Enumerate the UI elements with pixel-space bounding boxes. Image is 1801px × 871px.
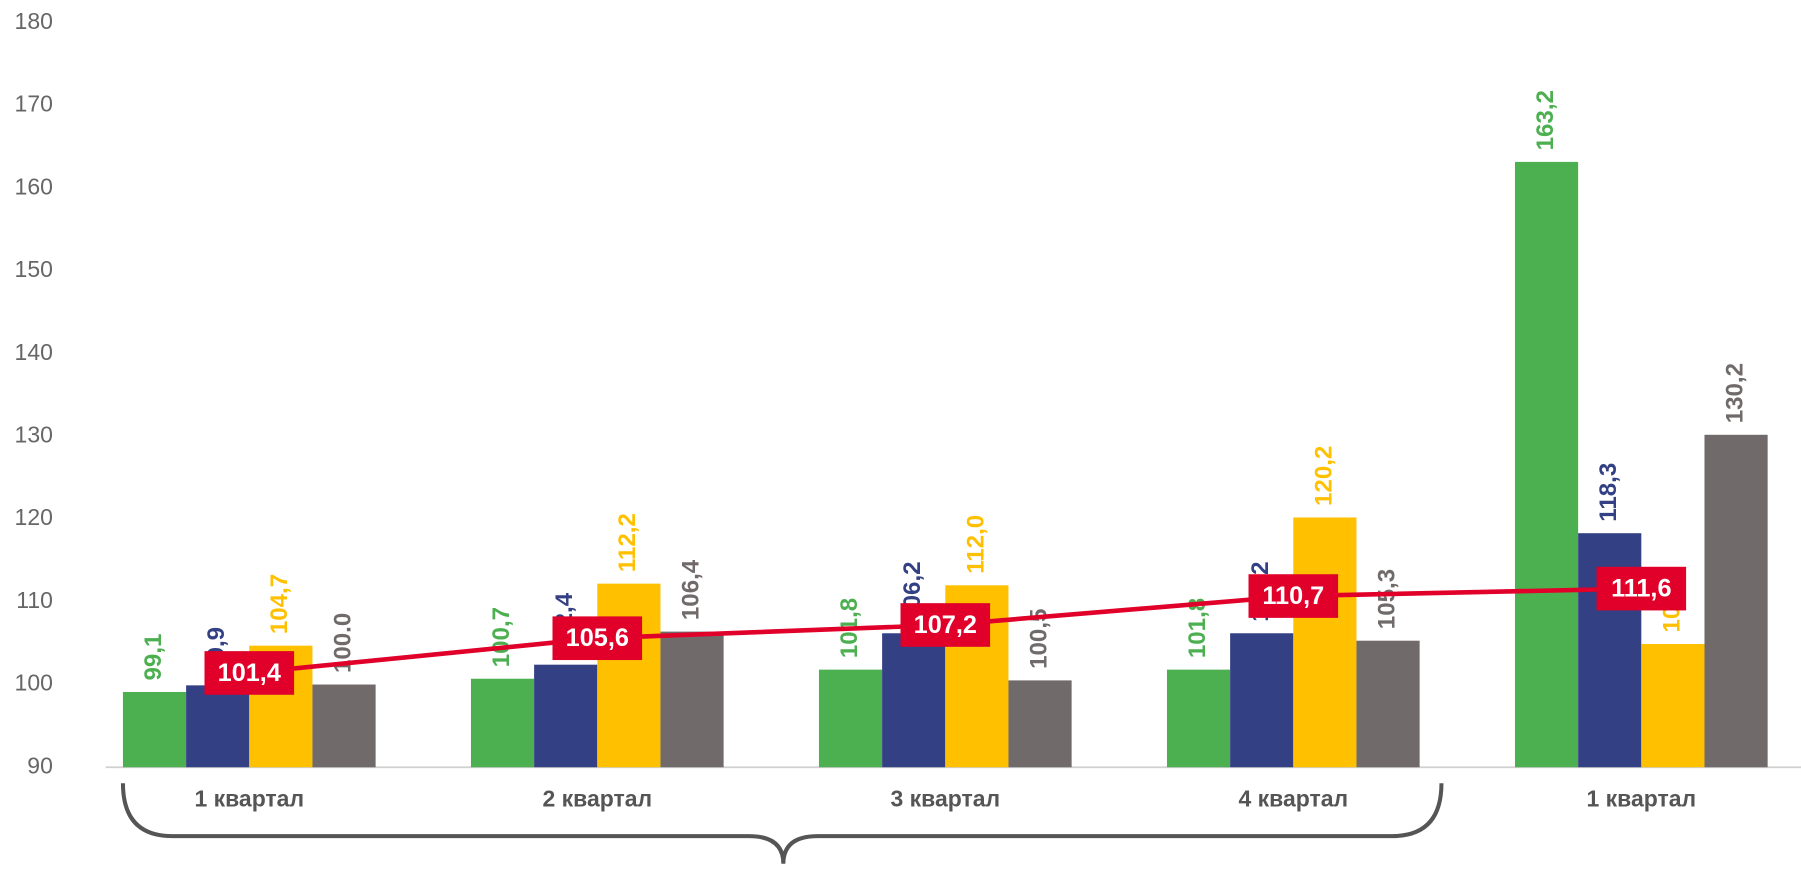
value-label: 101,8 xyxy=(1184,598,1211,658)
value-label-box xyxy=(900,603,991,647)
bar xyxy=(1356,640,1420,768)
bar xyxy=(1293,517,1357,768)
bar xyxy=(1230,633,1294,768)
x-tick-label: 4 квартал xyxy=(1239,786,1349,812)
value-label: 118,3 xyxy=(1595,463,1622,522)
bar xyxy=(186,685,250,768)
x-tick-label: 3 квартал xyxy=(890,786,1000,812)
bar xyxy=(1514,161,1579,768)
bar xyxy=(470,678,535,768)
value-label: 101,4 xyxy=(218,659,281,687)
value-label: 105,3 xyxy=(1373,569,1400,629)
value-label: 120,2 xyxy=(1310,446,1337,506)
value-label: 107,2 xyxy=(914,611,977,639)
y-tick-label: 130 xyxy=(15,422,53,448)
y-tick-label: 170 xyxy=(15,91,53,117)
y-tick-label: 180 xyxy=(15,8,53,34)
bar xyxy=(312,684,376,768)
value-label-box xyxy=(1596,566,1687,611)
value-label: 110,7 xyxy=(1262,582,1324,610)
bar xyxy=(1008,680,1072,768)
y-tick-label: 150 xyxy=(15,256,53,282)
value-label-box xyxy=(552,616,643,661)
y-tick-label: 140 xyxy=(15,339,53,365)
bar xyxy=(1641,644,1705,768)
value-label: 104,7 xyxy=(266,574,293,634)
value-label: 111,6 xyxy=(1611,574,1671,602)
bar xyxy=(882,633,946,768)
value-label: 112,0 xyxy=(962,515,989,574)
bar xyxy=(1704,434,1768,768)
value-label-box xyxy=(1248,574,1339,618)
y-tick-label: 120 xyxy=(15,504,53,530)
value-label: 163,2 xyxy=(1532,90,1559,150)
y-tick-label: 110 xyxy=(16,587,53,613)
value-label: 106,4 xyxy=(677,559,704,620)
y-tick-label: 160 xyxy=(15,173,53,199)
y-tick-label: 100 xyxy=(15,670,53,696)
bar xyxy=(122,691,187,768)
brace xyxy=(120,783,1444,864)
bar xyxy=(818,669,883,768)
bar xyxy=(660,631,724,768)
x-tick-label: 1 квартал xyxy=(194,786,304,812)
value-label: 100,7 xyxy=(488,607,515,667)
y-tick-label: 90 xyxy=(27,752,53,778)
value-label: 105,6 xyxy=(566,624,629,652)
value-label-box xyxy=(204,651,295,695)
x-tick-label: 2 квартал xyxy=(542,786,652,812)
x-tick-label: 1 квартал xyxy=(1587,786,1697,812)
bar xyxy=(1166,669,1231,768)
value-label: 130,2 xyxy=(1721,363,1748,423)
value-label: 112,2 xyxy=(614,513,641,572)
bar xyxy=(597,583,661,768)
value-label: 99,1 xyxy=(140,634,167,681)
bar xyxy=(534,664,598,768)
